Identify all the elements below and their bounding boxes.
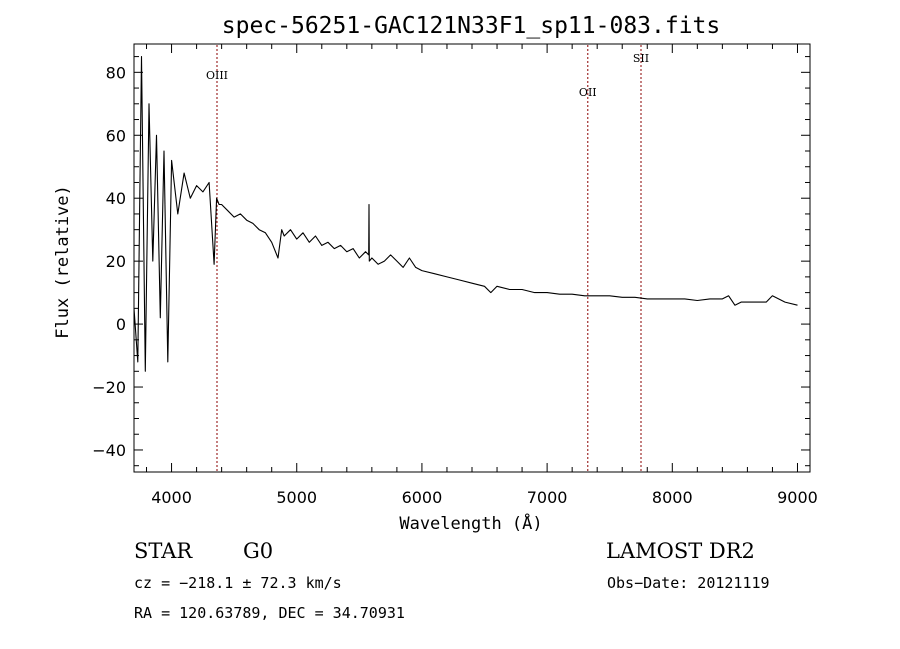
chart-title: spec-56251-GAC121N33F1_sp11-083.fits <box>222 13 721 39</box>
x-axis-label: Wavelength (Å) <box>399 512 542 534</box>
y-tick-label: 40 <box>106 189 126 208</box>
flux-line <box>133 56 798 372</box>
x-tick-label: 4000 <box>151 488 192 507</box>
plot-frame <box>133 43 811 473</box>
x-tick-label: 5000 <box>276 488 317 507</box>
x-tick-label: 8000 <box>652 488 693 507</box>
spectral-line-markers: OIII OII SII <box>206 45 649 471</box>
x-tick-label: 9000 <box>777 488 818 507</box>
y-tick-label: −20 <box>92 378 126 397</box>
redshift-readout: cz = −218.1 ± 72.3 km/s <box>134 574 342 592</box>
coordinates-readout: RA = 120.63789, DEC = 34.70931 <box>134 604 405 622</box>
axes-ticks: 4000 5000 6000 7000 8000 9000 −40 −20 0 20 40 60 80 <box>92 44 818 507</box>
survey-name: LAMOST DR2 <box>606 539 755 563</box>
object-subclass: G0 <box>243 539 274 563</box>
y-tick-label: −40 <box>92 441 126 460</box>
x-tick-label: 6000 <box>402 488 443 507</box>
spectral-line-label: OII <box>579 86 597 99</box>
object-class: STAR <box>134 539 193 563</box>
y-tick-label: 80 <box>106 63 126 82</box>
spectral-line-label: OIII <box>206 69 228 82</box>
observation-date: Obs−Date: 20121119 <box>607 574 770 592</box>
spectral-line-label: SII <box>633 52 649 65</box>
flux-series <box>133 56 798 372</box>
y-tick-label: 60 <box>106 126 126 145</box>
y-tick-label: 0 <box>116 315 126 334</box>
x-tick-label: 7000 <box>527 488 568 507</box>
y-tick-label: 20 <box>106 252 126 271</box>
y-axis-label: Flux (relative) <box>53 185 73 339</box>
